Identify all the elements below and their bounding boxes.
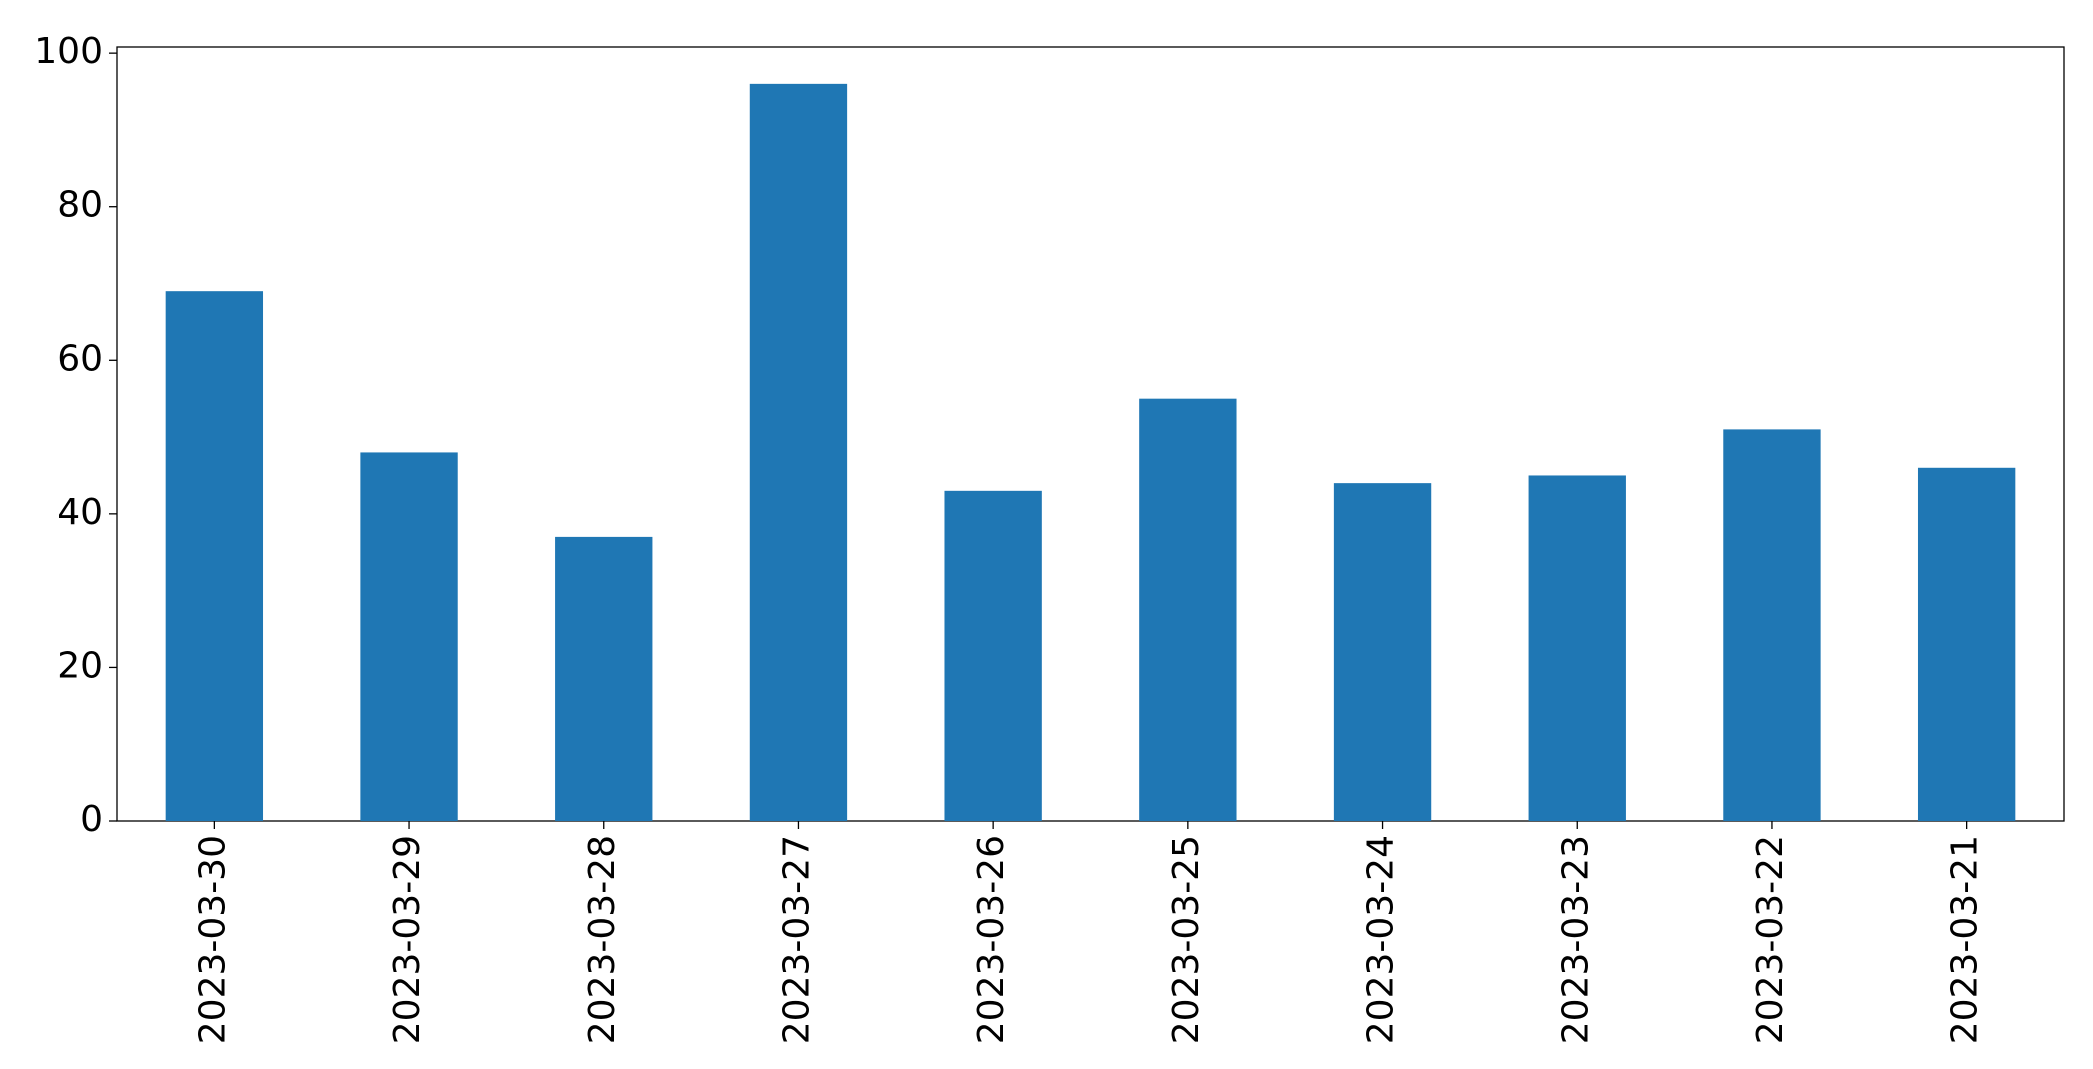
x-tick-label: 2023-03-28 [582, 835, 623, 1044]
bar [1917, 467, 2016, 821]
y-tick-label: 80 [57, 185, 103, 226]
x-tick-label: 2023-03-29 [387, 835, 428, 1044]
x-tick-label: 2023-03-25 [1166, 835, 1207, 1044]
x-tick-label: 2023-03-21 [1945, 835, 1986, 1044]
x-tick-label: 2023-03-24 [1361, 835, 1402, 1044]
bar [1333, 483, 1432, 821]
y-tick-label: 20 [57, 645, 103, 686]
bar [1528, 475, 1626, 821]
y-tick-label: 0 [80, 799, 103, 840]
bar [165, 291, 264, 821]
x-tick-label: 2023-03-23 [1555, 835, 1596, 1044]
bar [749, 83, 848, 822]
y-tick-label: 60 [57, 338, 103, 379]
x-tick-label: 2023-03-30 [192, 835, 233, 1044]
y-tick-label: 40 [57, 492, 103, 533]
bar [944, 490, 1042, 821]
x-tick-label: 2023-03-22 [1750, 835, 1791, 1044]
x-tick-label: 2023-03-27 [776, 835, 817, 1044]
plot-frame [116, 46, 2065, 822]
bar [1723, 429, 1821, 821]
bar [360, 452, 458, 821]
x-tick-label: 2023-03-26 [971, 835, 1012, 1044]
bar [555, 536, 653, 821]
y-tick-label: 100 [34, 31, 103, 72]
bar [1139, 398, 1237, 821]
